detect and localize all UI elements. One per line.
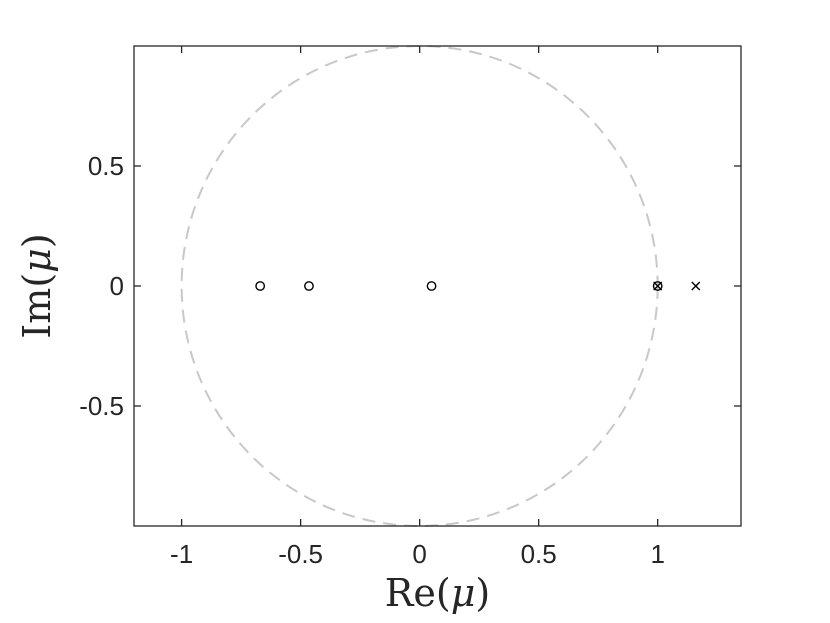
y-tick-label: -0.5: [79, 391, 124, 421]
x-tick-label: 1: [650, 539, 664, 569]
x-tick-label: 0: [412, 539, 426, 569]
circle-marker: [426, 281, 437, 291]
data-points-layer: [255, 281, 701, 291]
circle-marker: [652, 281, 663, 291]
x-axis-label: Re(μ): [385, 571, 490, 615]
y-tick-label: 0: [110, 271, 124, 301]
cross-marker: [691, 281, 701, 291]
circle-marker: [304, 281, 314, 291]
cross-stroke: [653, 281, 663, 291]
x-tick-label: 0.5: [521, 539, 557, 569]
plot-background: [134, 46, 741, 526]
y-axis-label: Im(μ): [15, 233, 59, 338]
tick-labels-layer: -1 -0.5 0 0.5 1 -0.5 0 0.5: [79, 151, 665, 569]
cross-marker: [653, 281, 663, 291]
cross-stroke: [691, 281, 701, 291]
ticks-layer: [134, 46, 741, 526]
x-tick-label: -1: [170, 539, 193, 569]
x-tick-label: -0.5: [278, 539, 323, 569]
circle-marker: [255, 281, 266, 291]
y-tick-label: 0.5: [88, 151, 124, 181]
